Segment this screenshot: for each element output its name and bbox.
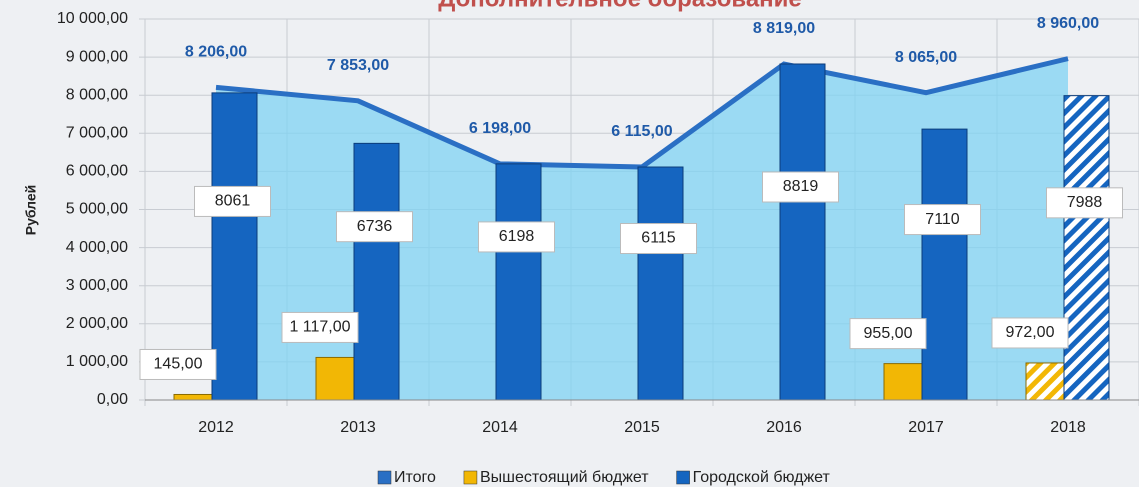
bar-label: 145,00	[154, 356, 203, 373]
y-axis-label: Рублей	[23, 185, 39, 236]
x-tick-label: 2012	[198, 419, 234, 436]
bar-label: 6115	[641, 230, 676, 247]
x-tick-label: 2013	[340, 419, 376, 436]
bar	[496, 164, 541, 400]
y-tick-label: 0,00	[97, 391, 128, 408]
y-tick-label: 5 000,00	[66, 201, 128, 218]
total-label: 6 198,00	[469, 120, 531, 137]
chart-title: Дополнительное образование	[438, 0, 802, 12]
bar-label: 955,00	[864, 325, 913, 342]
bar	[174, 394, 214, 400]
legend-label: Городской бюджет	[693, 469, 831, 486]
chart: Дополнительное образование Рублей 0,00 1 …	[0, 0, 1139, 487]
y-tick-label: 4 000,00	[66, 239, 128, 256]
bar	[354, 143, 399, 400]
y-tick-label: 1 000,00	[66, 353, 128, 370]
bar	[1026, 363, 1066, 400]
y-tick-label: 2 000,00	[66, 315, 128, 332]
bar	[922, 129, 967, 400]
y-tick-label: 6 000,00	[66, 163, 128, 180]
bar-label: 6198	[499, 228, 535, 245]
bar	[212, 93, 257, 400]
total-label: 8 960,00	[1037, 15, 1099, 32]
bar	[780, 64, 825, 400]
bar-label: 8819	[783, 178, 819, 195]
bar-label: 7110	[925, 211, 960, 228]
bar	[884, 364, 924, 400]
x-tick-label: 2016	[766, 419, 802, 436]
bar-label: 972,00	[1006, 324, 1055, 341]
bar	[1064, 96, 1109, 400]
legend-label: Итого	[394, 469, 436, 486]
y-tick-label: 9 000,00	[66, 48, 128, 65]
x-tick-label: 2014	[482, 419, 518, 436]
bar-label: 6736	[357, 218, 393, 235]
total-label: 7 853,00	[327, 57, 389, 74]
legend-swatch	[378, 471, 391, 484]
x-tick-label: 2017	[908, 419, 944, 436]
bar-label: 7988	[1067, 194, 1103, 211]
y-tick-label: 3 000,00	[66, 277, 128, 294]
legend-label: Вышестоящий бюджет	[480, 469, 649, 486]
bar	[316, 357, 356, 400]
y-tick-label: 7 000,00	[66, 125, 128, 142]
legend-swatch	[464, 471, 477, 484]
bar-label: 8061	[215, 193, 251, 210]
bar-label: 1 117,00	[289, 319, 350, 336]
total-label: 8 819,00	[753, 20, 815, 37]
x-tick-label: 2018	[1050, 419, 1086, 436]
y-tick-label: 8 000,00	[66, 86, 128, 103]
total-label: 8 206,00	[185, 44, 247, 61]
total-label: 8 065,00	[895, 49, 957, 66]
x-tick-label: 2015	[624, 419, 660, 436]
bar	[638, 167, 683, 400]
total-label: 6 115,00	[611, 123, 673, 140]
y-tick-label: 10 000,00	[57, 10, 128, 27]
legend-swatch	[677, 471, 690, 484]
